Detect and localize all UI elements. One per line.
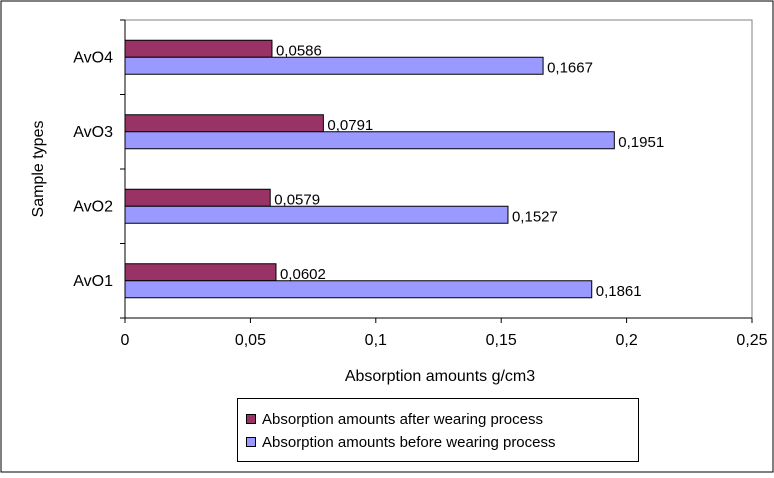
legend-item-before: Absorption amounts before wearing proces… [246,431,556,453]
y-tick-label-AvO3: AvO3 [73,124,113,141]
data-label-before-AvO1: 0,1861 [596,283,642,300]
bar-after-AvO2 [124,188,271,207]
x-tick-label: 0 [121,332,130,349]
bar-before-AvO3 [124,131,615,150]
data-label-before-AvO3: 0,1951 [618,134,664,151]
data-label-before-AvO4: 0,1667 [547,59,593,76]
x-axis-title: Absorption amounts g/cm3 [345,368,535,385]
legend-swatch-before [246,437,256,447]
x-tick-label: 0,05 [235,332,266,349]
data-label-after-AvO2: 0,0579 [274,191,320,208]
y-tick-label-AvO2: AvO2 [73,198,113,215]
y-axis-title: Sample types [30,121,47,218]
axes-layer: AvO1 AvO2 AvO3 AvO4 0 0,05 0,1 0,15 0,2 0,25 [73,19,768,349]
data-label-after-AvO4: 0,0586 [276,42,322,59]
legend-label-after: Absorption amounts after wearing process [262,410,543,428]
data-label-after-AvO3: 0,0791 [327,117,373,134]
y-tick-label-AvO1: AvO1 [73,273,113,290]
bar-before-AvO4 [124,56,544,75]
bar-after-AvO3 [124,114,324,133]
legend-swatch-after [246,414,256,424]
bar-after-AvO4 [124,39,273,58]
x-tick-label: 0,25 [736,332,767,349]
legend: Absorption amounts after wearing process… [237,398,639,462]
x-tick-label: 0,15 [486,332,517,349]
x-tick-label: 0,1 [365,332,387,349]
legend-label-before: Absorption amounts before wearing proces… [262,433,556,451]
data-label-before-AvO2: 0,1527 [512,208,558,225]
data-label-after-AvO1: 0,0602 [280,266,326,283]
bar-before-AvO1 [124,280,593,299]
y-tick-label-AvO4: AvO4 [73,49,113,66]
bar-before-AvO2 [124,205,509,224]
bar-after-AvO1 [124,263,277,282]
x-tick-label: 0,2 [615,332,637,349]
legend-item-after: Absorption amounts after wearing process [246,408,543,430]
bars-layer: 0,0602 0,1861 0,0579 0,1527 0,0791 0,1951 0,05… [124,39,664,300]
